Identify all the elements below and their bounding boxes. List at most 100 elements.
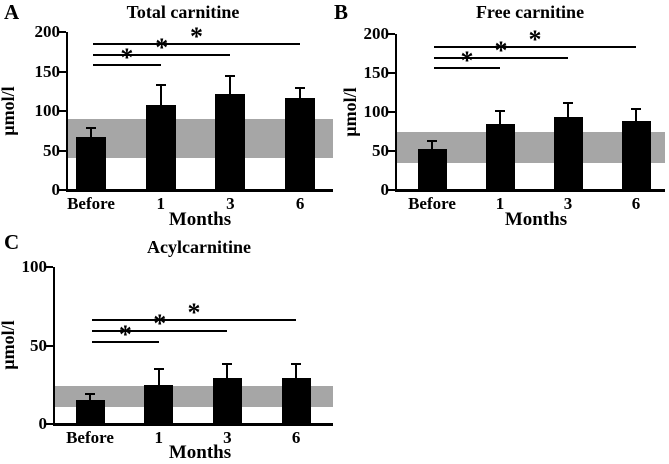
significance-line	[434, 66, 500, 69]
bar-6	[285, 97, 316, 190]
significance-line	[93, 54, 231, 57]
significance-line	[434, 45, 636, 48]
x-tick-label: 6	[291, 428, 301, 447]
error-bar-line	[229, 76, 232, 94]
x-axis-line	[66, 189, 333, 192]
x-tick-label: 1	[156, 194, 165, 213]
y-tick-label: 0	[51, 180, 61, 199]
significance-line	[93, 63, 161, 66]
y-tick-label: 150	[34, 61, 61, 81]
y-tick-mark	[388, 189, 395, 191]
error-bar-cap	[631, 107, 641, 110]
error-bar-cap	[155, 83, 166, 86]
error-bar-cap	[295, 87, 306, 90]
y-tick-mark	[59, 189, 66, 191]
y-tick-mark	[388, 33, 395, 35]
significance-line	[92, 329, 228, 332]
y-tick-label: 50	[372, 141, 389, 160]
y-tick-label: 50	[30, 335, 47, 355]
x-tick-label: 1	[495, 194, 505, 213]
y-tick-label: 100	[21, 257, 48, 276]
x-axis-title: Months	[168, 209, 232, 230]
panel-letter: C	[4, 230, 20, 254]
significance-asterisk: *	[460, 45, 474, 75]
error-bar-line	[299, 88, 302, 98]
y-axis-line	[395, 34, 397, 190]
reference-band	[55, 386, 333, 407]
x-tick-label: 3	[563, 194, 573, 213]
bar-1	[144, 384, 174, 424]
significance-asterisk: *	[153, 308, 167, 338]
x-tick-label: Before	[408, 194, 456, 213]
x-tick-label: Before	[67, 194, 115, 213]
error-bar-line	[89, 394, 91, 401]
error-bar-line	[157, 369, 160, 385]
bar-before	[75, 400, 105, 424]
significance-asterisk: *	[187, 297, 201, 327]
y-tick-label: 200	[34, 22, 61, 41]
x-tick-label: 3	[226, 194, 235, 213]
x-axis-line	[53, 423, 333, 426]
x-tick-label: 6	[295, 194, 305, 213]
significance-asterisk: *	[120, 42, 134, 72]
error-bar-line	[295, 364, 298, 379]
error-bar-cap	[86, 127, 96, 130]
error-bar-cap	[225, 75, 236, 78]
y-tick-label: 50	[43, 140, 60, 160]
bar-6	[621, 121, 651, 190]
significance-line	[92, 318, 297, 321]
x-tick-label: 3	[223, 428, 232, 447]
significance-line	[93, 43, 301, 46]
y-tick-label: 100	[34, 101, 61, 120]
error-bar-line	[431, 140, 433, 149]
significance-line	[434, 56, 568, 59]
error-bar-cap	[495, 110, 505, 113]
error-bar-cap	[222, 363, 233, 366]
y-tick-mark	[46, 423, 53, 425]
y-axis-line	[53, 267, 55, 424]
y-tick-label: 0	[38, 414, 48, 433]
error-bar-line	[499, 111, 501, 125]
panel-letter: A	[4, 0, 20, 24]
x-axis-title: Months	[168, 442, 232, 463]
chart-title: Total carnitine	[126, 2, 240, 22]
error-bar-cap	[153, 368, 164, 371]
x-tick-label: 6	[631, 194, 641, 213]
bar-1	[145, 104, 176, 190]
significance-asterisk: *	[118, 319, 132, 349]
x-axis-title: Months	[504, 209, 568, 230]
error-bar-line	[159, 84, 162, 105]
error-bar-line	[635, 108, 637, 122]
y-tick-label: 150	[363, 63, 390, 82]
y-tick-mark	[388, 111, 395, 113]
x-axis-line	[395, 189, 665, 192]
y-axis-line	[66, 32, 68, 190]
y-tick-label: 200	[363, 24, 390, 43]
y-tick-mark	[59, 31, 66, 33]
significance-asterisk: *	[155, 33, 169, 63]
bar-3	[212, 378, 242, 424]
bar-1	[485, 124, 515, 190]
x-tick-label: 1	[154, 428, 163, 447]
y-tick-mark	[59, 70, 66, 73]
y-tick-mark	[388, 72, 395, 74]
chart-title: Free carnitine	[475, 2, 585, 22]
y-tick-label: 0	[380, 180, 390, 199]
significance-asterisk: *	[190, 22, 204, 52]
significance-asterisk: *	[528, 24, 542, 54]
y-tick-mark	[59, 110, 66, 112]
error-bar-line	[567, 102, 569, 117]
panel-letter: B	[334, 0, 349, 24]
significance-line	[92, 340, 159, 343]
bar-3	[553, 116, 583, 190]
y-tick-mark	[59, 149, 66, 152]
bar-before	[76, 137, 106, 190]
chart-title: Acylcarnitine	[147, 237, 251, 257]
x-tick-label: Before	[66, 428, 114, 447]
bar-3	[215, 93, 246, 190]
y-tick-mark	[46, 266, 53, 268]
error-bar-cap	[427, 139, 437, 142]
